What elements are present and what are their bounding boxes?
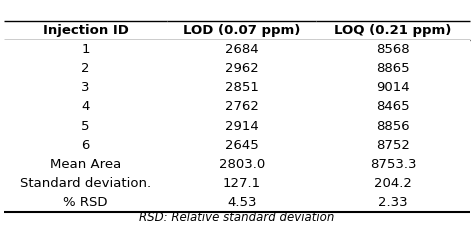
Text: RSD: Relative standard deviation: RSD: Relative standard deviation <box>139 211 335 224</box>
